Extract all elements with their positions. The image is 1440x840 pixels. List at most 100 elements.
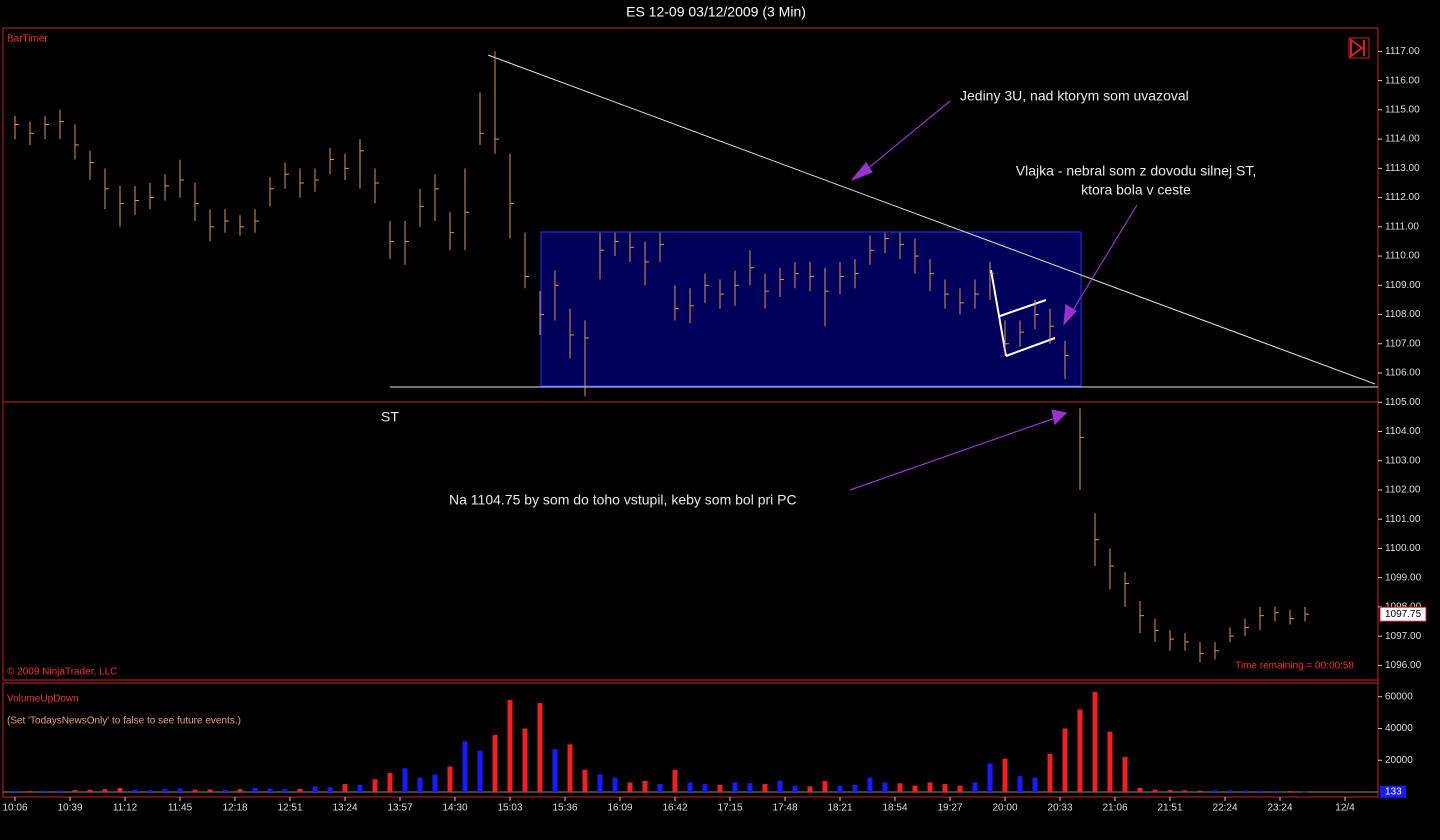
- volume-note: (Set 'TodaysNewsOnly' to false to see fu…: [7, 716, 241, 727]
- volume-bar: [537, 703, 543, 792]
- volume-bar: [1017, 776, 1023, 792]
- x-tick-label: 17:48: [772, 803, 797, 814]
- volume-bar: [1077, 709, 1083, 792]
- play-icon[interactable]: [1348, 37, 1370, 59]
- annotation: Na 1104.75 by som do toho vstupil, keby …: [449, 492, 797, 508]
- y-tick-label: 1103.00: [1385, 455, 1421, 466]
- volume-bar: [867, 777, 873, 792]
- volume-bar: [1152, 789, 1158, 792]
- x-tick-label: 11:45: [168, 803, 193, 814]
- volume-bar: [1227, 790, 1233, 792]
- volume-bar: [612, 777, 618, 792]
- volume-bar: [102, 789, 108, 792]
- volume-bar: [57, 790, 63, 792]
- volume-bar: [12, 790, 18, 792]
- y-tick-label: 1101.00: [1385, 514, 1421, 525]
- y-tick-label: 1113.00: [1385, 163, 1420, 174]
- y-tick-label: 60000: [1385, 691, 1413, 702]
- volume-bar: [1032, 777, 1038, 792]
- volume-bar: [87, 789, 93, 792]
- volume-bar: [252, 788, 258, 792]
- volume-bar: [1107, 731, 1113, 792]
- x-tick-label: 16:09: [607, 803, 632, 814]
- volume-bar: [972, 782, 978, 792]
- volume-bar: [237, 789, 243, 792]
- volume-bar: [912, 785, 918, 792]
- y-tick-label: 1111.00: [1385, 221, 1419, 232]
- y-tick-label: 40000: [1385, 723, 1413, 734]
- volume-bar: [522, 728, 528, 792]
- x-tick-label: 17:15: [717, 803, 742, 814]
- y-tick-label: 1099.00: [1385, 572, 1422, 583]
- volume-bar: [777, 780, 783, 792]
- volume-bar: [657, 784, 663, 792]
- x-tick-label: 15:03: [497, 803, 522, 814]
- x-tick-label: 21:51: [1157, 803, 1182, 814]
- volume-bar: [1272, 790, 1278, 792]
- x-tick-label: 20:33: [1047, 803, 1072, 814]
- volume-bar: [1122, 757, 1128, 792]
- x-tick-label: 19:27: [937, 803, 962, 814]
- volume-bar: [147, 790, 153, 792]
- volume-bar: [1242, 790, 1248, 792]
- level-label: ST: [381, 409, 399, 425]
- y-tick-label: 1104.00: [1385, 426, 1421, 437]
- x-tick-label: 12:51: [277, 803, 302, 814]
- volume-bar: [462, 741, 468, 792]
- y-tick-label: 1115.00: [1385, 105, 1420, 116]
- volume-bar: [477, 750, 483, 792]
- y-tick-label: 1112.00: [1385, 192, 1420, 203]
- volume-bar: [822, 780, 828, 792]
- volume-bar: [342, 784, 348, 792]
- volume-bar: [162, 789, 168, 792]
- price-marker-label: 1097.75: [1385, 609, 1422, 620]
- volume-bar: [987, 763, 993, 792]
- volume-bar: [1287, 791, 1293, 792]
- volume-marker: [1380, 785, 1406, 798]
- x-tick-label: 12/4: [1335, 803, 1355, 814]
- volume-bar: [552, 749, 558, 792]
- x-tick-label: 18:21: [827, 803, 852, 814]
- annotation: Vlajka - nebral som z dovodu silnej ST,: [1016, 163, 1256, 179]
- volume-marker-label: 133: [1385, 786, 1402, 797]
- x-tick-label: 20:00: [992, 803, 1017, 814]
- x-tick-label: 22:24: [1212, 803, 1237, 814]
- price-marker: [1379, 606, 1427, 622]
- y-tick-label: 1102.00: [1385, 485, 1421, 496]
- volume-bar: [117, 788, 123, 792]
- volume-bar: [807, 786, 813, 792]
- volume-bar: [897, 783, 903, 792]
- volume-bar: [1062, 728, 1068, 792]
- volume-bar: [942, 784, 948, 792]
- x-tick-label: 13:24: [332, 803, 357, 814]
- volume-bar: [762, 784, 768, 792]
- volume-bar: [1302, 791, 1308, 793]
- volume-bar: [1047, 753, 1053, 792]
- x-tick-label: 18:54: [882, 803, 907, 814]
- volume-bar: [717, 784, 723, 792]
- y-tick-label: 1096.00: [1385, 660, 1422, 671]
- time-remaining: Time remaining = 00:00:58: [1235, 661, 1354, 672]
- volume-bar: [957, 785, 963, 792]
- y-tick-label: 1116.00: [1385, 75, 1420, 86]
- volume-bar: [312, 786, 318, 792]
- x-tick-label: 23:24: [1267, 803, 1292, 814]
- volume-bar: [1197, 790, 1203, 792]
- volume-bar: [732, 782, 738, 792]
- copyright: © 2009 NinjaTrader, LLC: [7, 667, 117, 678]
- volume-bar: [627, 782, 633, 792]
- annotation: Jediny 3U, nad ktorym som uvazoval: [960, 88, 1189, 104]
- y-tick-label: 1110.00: [1385, 251, 1420, 262]
- y-tick-label: 1107.00: [1385, 338, 1421, 349]
- volume-bar: [357, 784, 363, 792]
- volume-bar: [42, 790, 48, 792]
- volume-title: VolumeUpDown: [7, 694, 79, 705]
- y-tick-label: 20000: [1385, 755, 1413, 766]
- x-tick-label: 21:06: [1102, 803, 1127, 814]
- volume-bar: [222, 789, 228, 792]
- volume-bar: [852, 784, 858, 792]
- volume-bar: [432, 774, 438, 792]
- volume-bar: [1212, 790, 1218, 792]
- volume-bar: [672, 769, 678, 792]
- arrows: [849, 100, 1138, 491]
